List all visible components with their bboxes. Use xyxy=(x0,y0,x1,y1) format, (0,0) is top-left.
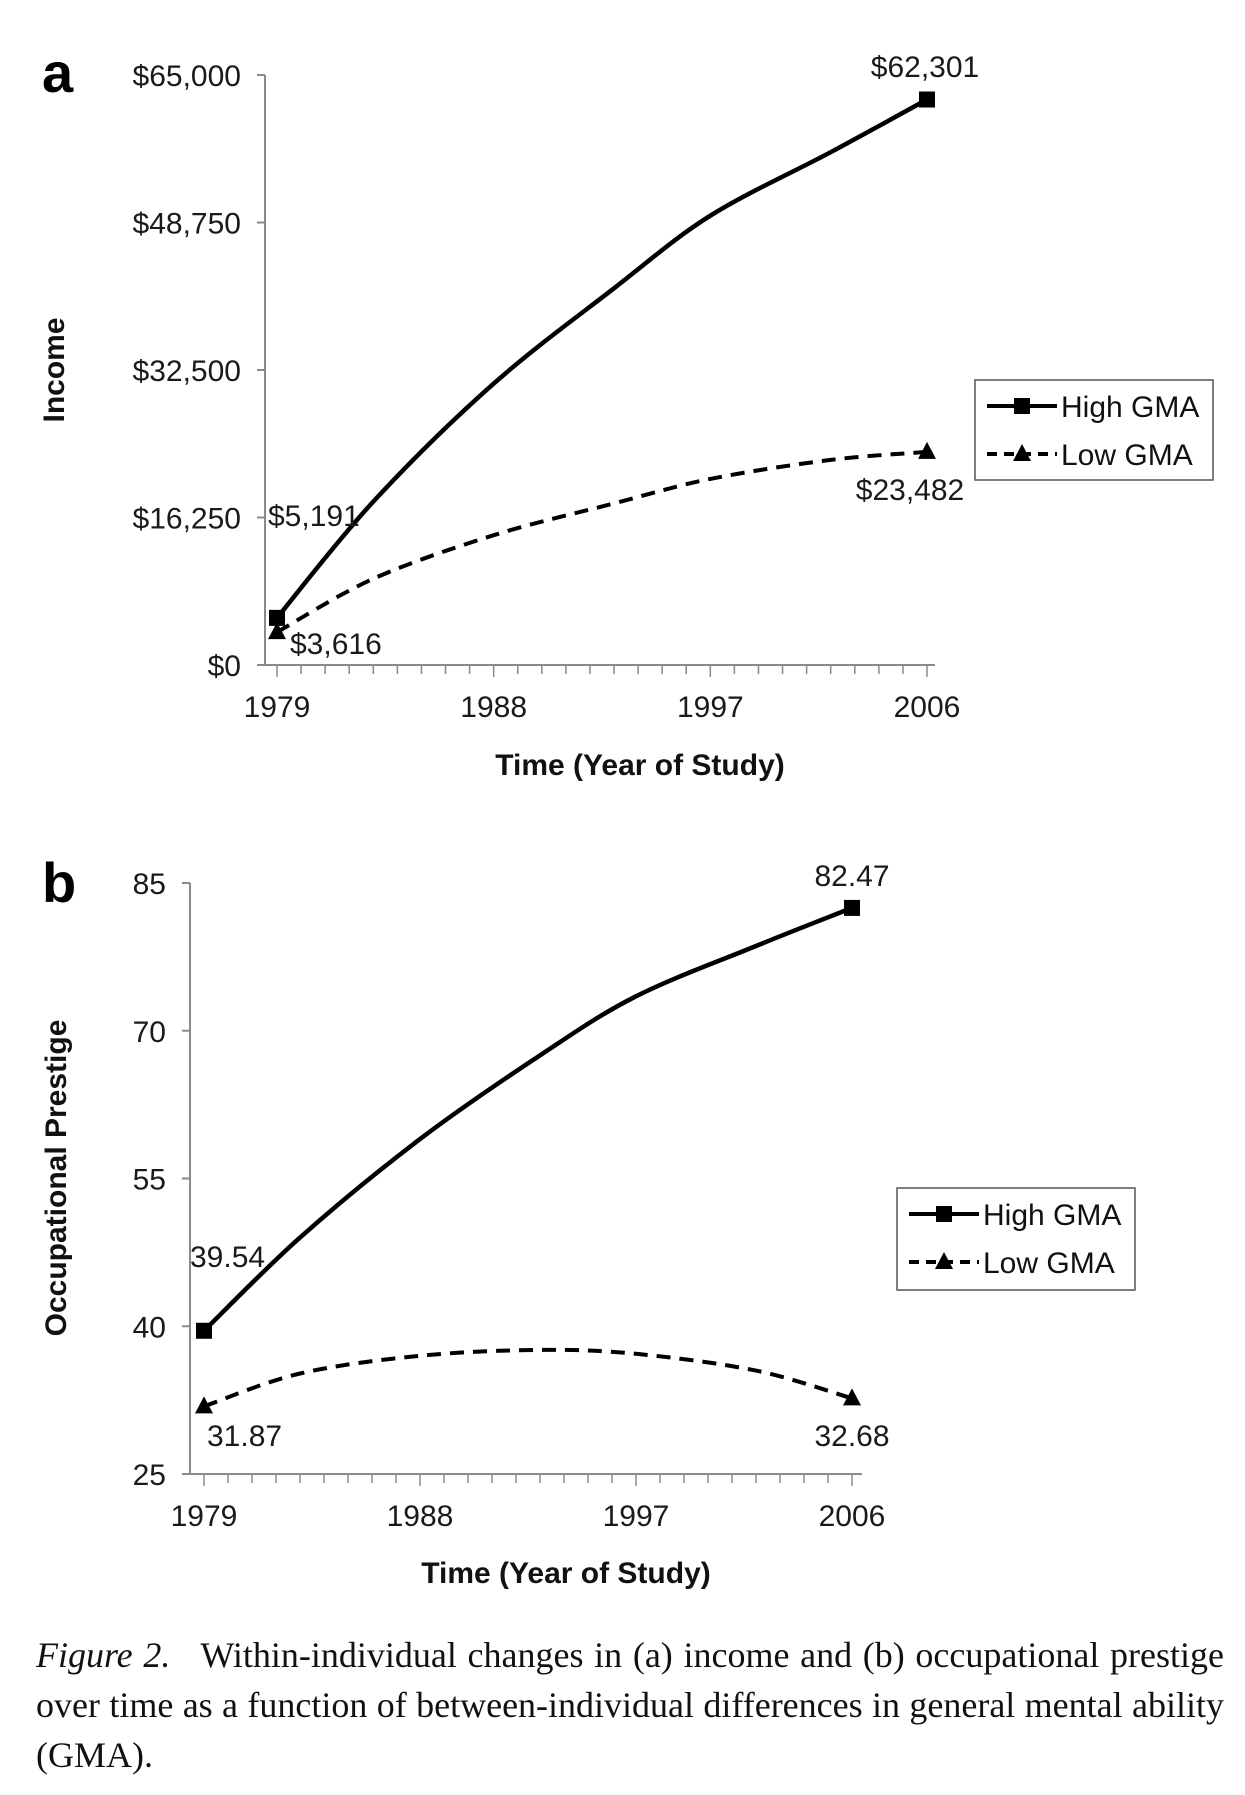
y-axis-title: Income xyxy=(38,317,71,422)
data-label: $23,482 xyxy=(856,474,964,507)
y-tick-label: 25 xyxy=(133,1459,166,1492)
legend-marker xyxy=(935,1252,953,1269)
y-tick-label: 40 xyxy=(133,1311,166,1344)
data-label: 32.68 xyxy=(814,1420,889,1453)
y-tick-label: $65,000 xyxy=(133,60,241,93)
legend-label-low-gma: Low GMA xyxy=(983,1247,1115,1280)
x-tick-label: 1979 xyxy=(244,691,311,724)
data-point-marker xyxy=(195,1396,213,1414)
x-tick-label: 1988 xyxy=(460,691,527,724)
x-axis-title: Time (Year of Study) xyxy=(421,1557,711,1590)
y-tick-label: 70 xyxy=(133,1016,166,1049)
legend: High GMA Low GMA xyxy=(974,379,1214,481)
figure-caption: Figure 2. Within-individual changes in (a… xyxy=(36,1630,1224,1780)
panel-b-prestige-chart: b 25 40 55 70 85 1979 1988 1997 2006 Time (Year of… xyxy=(40,851,1136,1590)
caption-text: Within-individual changes in (a) income … xyxy=(36,1635,1224,1775)
series-line-high-gma xyxy=(202,905,853,1333)
legend: High GMA Low GMA xyxy=(896,1187,1136,1291)
y-tick-label: 55 xyxy=(133,1164,166,1197)
y-tick-label: $48,750 xyxy=(133,208,241,241)
x-tick-label: 1988 xyxy=(387,1500,454,1533)
x-tick-label: 1979 xyxy=(171,1500,238,1533)
y-tick-label: 85 xyxy=(133,868,166,901)
series-line-low-gma xyxy=(276,449,928,634)
data-point-marker xyxy=(269,609,285,626)
data-point-marker xyxy=(918,441,936,459)
data-point-marker xyxy=(844,899,860,916)
panel-a-income-chart: a $0 $16,250 $32,500 $48,750 $65,000 1979 1988 1… xyxy=(38,41,1214,782)
data-point-marker xyxy=(196,1322,212,1339)
data-point-marker xyxy=(843,1388,861,1406)
data-point-marker xyxy=(919,91,935,108)
y-axis-title: Occupational Prestige xyxy=(40,1020,73,1337)
x-tick-label: 1997 xyxy=(603,1500,670,1533)
legend-label-high-gma: High GMA xyxy=(983,1199,1121,1232)
x-tick-label: 1997 xyxy=(677,691,744,724)
y-tick-label: $16,250 xyxy=(133,503,241,536)
legend-marker xyxy=(936,1206,952,1222)
panel-letter-b: b xyxy=(42,851,76,914)
data-point-marker xyxy=(268,622,286,640)
legend-marker xyxy=(1013,444,1031,461)
x-axis-title: Time (Year of Study) xyxy=(495,749,785,782)
legend-box xyxy=(974,379,1214,481)
series-line-high-gma xyxy=(275,97,929,620)
data-label: $5,191 xyxy=(268,500,360,533)
legend-label-low-gma: Low GMA xyxy=(1061,439,1193,472)
series-line-low-gma xyxy=(203,1347,853,1409)
data-label: 39.54 xyxy=(190,1241,265,1274)
x-tick-label: 2006 xyxy=(819,1500,886,1533)
caption-label: Figure 2. xyxy=(36,1635,171,1675)
y-tick-label: $32,500 xyxy=(133,355,241,388)
x-tick-label: 2006 xyxy=(894,691,961,724)
y-tick-label: $0 xyxy=(208,650,241,683)
data-label: 31.87 xyxy=(207,1420,282,1453)
data-label: $3,616 xyxy=(290,628,382,661)
legend-marker xyxy=(1014,398,1030,414)
panel-letter-a: a xyxy=(42,41,74,104)
legend-label-high-gma: High GMA xyxy=(1061,391,1199,424)
data-label: 82.47 xyxy=(814,860,889,893)
data-label: $62,301 xyxy=(871,51,979,84)
legend-box xyxy=(896,1187,1136,1291)
